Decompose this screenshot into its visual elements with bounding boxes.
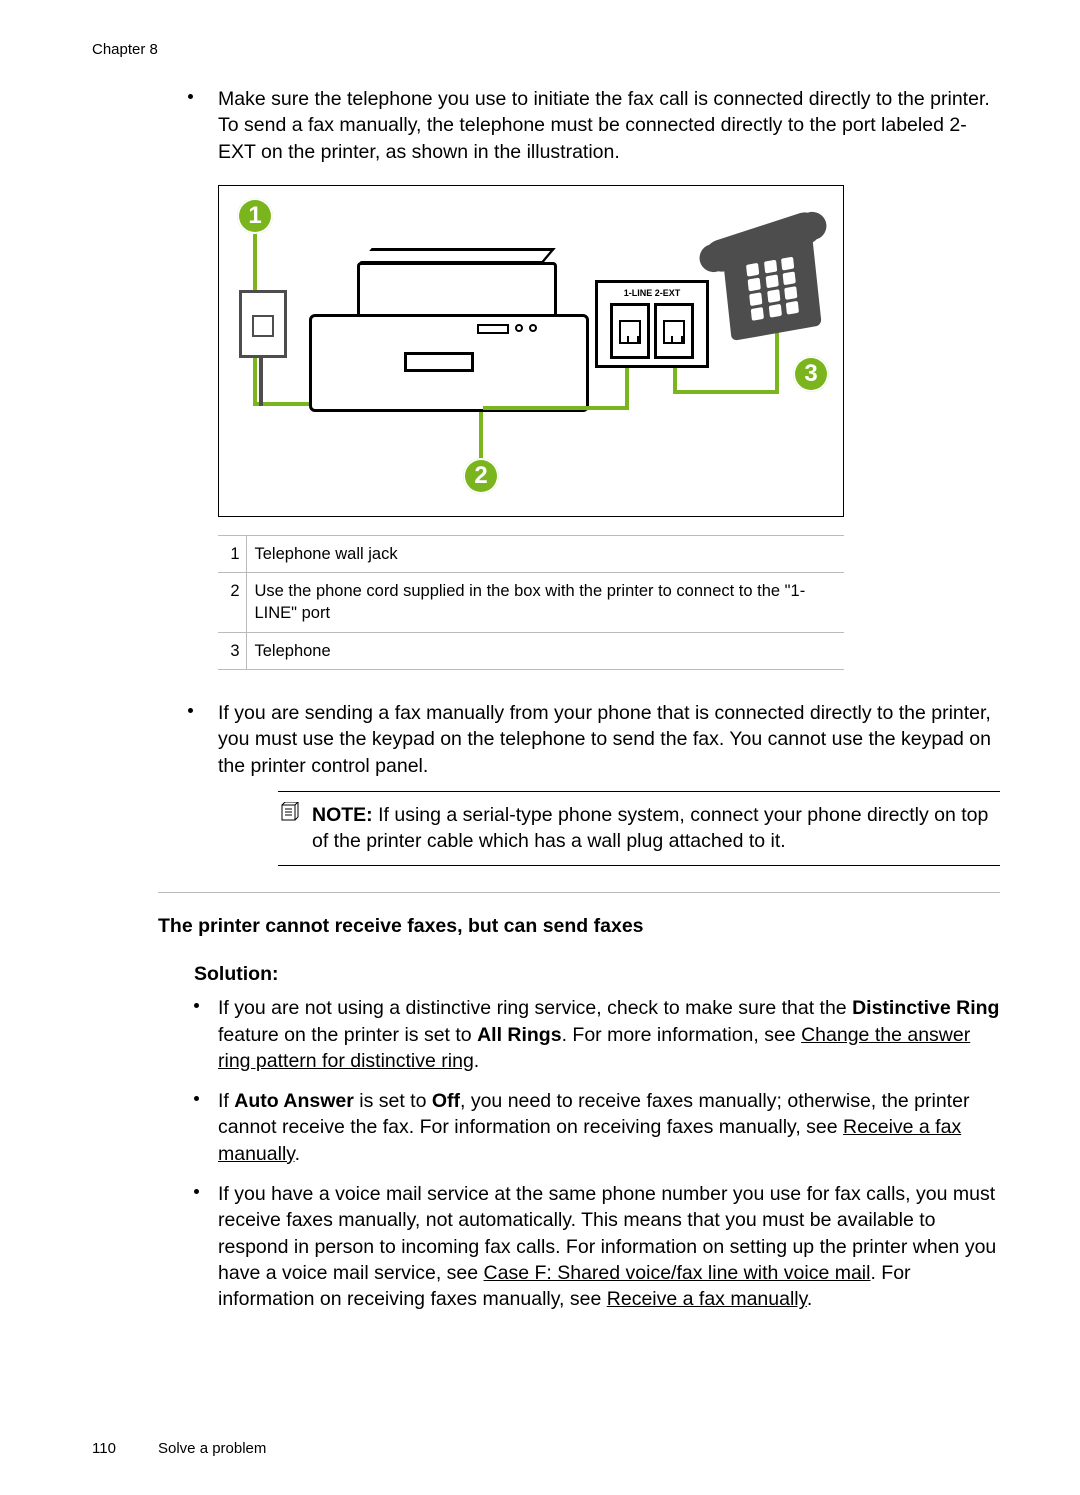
table-row: 2 Use the phone cord supplied in the box…: [218, 573, 844, 633]
text-fragment: is set to: [354, 1090, 432, 1112]
text-bold: Off: [432, 1090, 460, 1112]
main-content: Make sure the telephone you use to initi…: [158, 86, 1000, 1327]
callout-3-icon: 3: [793, 356, 829, 392]
table-row: 3 Telephone: [218, 632, 844, 669]
solution-item: If you are not using a distinctive ring …: [194, 995, 1000, 1074]
text-fragment: . For more information, see: [562, 1024, 802, 1046]
intro-text: Make sure the telephone you use to initi…: [218, 88, 990, 163]
text-fragment: feature on the printer is set to: [218, 1024, 477, 1046]
solution-block: Solution: If you are not using a distinc…: [158, 961, 1000, 1313]
note-text: If using a serial-type phone system, con…: [312, 804, 988, 852]
legend-num: 1: [218, 535, 246, 572]
legend-num: 3: [218, 632, 246, 669]
legend-table: 1 Telephone wall jack 2 Use the phone co…: [218, 535, 844, 670]
line-icon: [673, 368, 677, 392]
section-heading: The printer cannot receive faxes, but ca…: [158, 913, 1000, 939]
chapter-header: Chapter 8: [92, 40, 158, 60]
solution-heading: Solution:: [194, 961, 1000, 987]
callout-1-icon: 1: [237, 198, 273, 234]
table-row: 1 Telephone wall jack: [218, 535, 844, 572]
bullet-dot-icon: [188, 708, 193, 713]
page-number: 110: [92, 1439, 116, 1459]
text-fragment: .: [474, 1050, 479, 1072]
link-case-f-shared-line[interactable]: Case F: Shared voice/fax line with voice…: [484, 1262, 871, 1284]
text-bold: All Rings: [477, 1024, 562, 1046]
footer-title: Solve a problem: [158, 1439, 266, 1459]
bullet-dot-icon: [194, 1003, 199, 1008]
line-icon: [625, 368, 629, 408]
callout-2-icon: 2: [463, 458, 499, 494]
text-bold: Distinctive Ring: [852, 997, 999, 1019]
second-bullet-text: If you are sending a fax manually from y…: [218, 702, 991, 777]
text-fragment: If: [218, 1090, 234, 1112]
second-bullet: If you are sending a fax manually from y…: [158, 700, 1000, 866]
divider-icon: [158, 892, 1000, 893]
text-fragment: .: [295, 1143, 300, 1165]
connection-diagram: 1 1-LINE 2-EXT: [218, 185, 844, 517]
solution-item: If Auto Answer is set to Off, you need t…: [194, 1088, 1000, 1167]
legend-text: Use the phone cord supplied in the box w…: [246, 573, 844, 633]
bullet-dot-icon: [194, 1189, 199, 1194]
text-fragment: .: [807, 1288, 812, 1310]
bullet-dot-icon: [194, 1096, 199, 1101]
intro-bullet: Make sure the telephone you use to initi…: [158, 86, 1000, 165]
solution-item: If you have a voice mail service at the …: [194, 1181, 1000, 1313]
legend-num: 2: [218, 573, 246, 633]
note-label: NOTE:: [312, 804, 373, 826]
line-icon: [673, 390, 779, 394]
bullet-dot-icon: [188, 94, 193, 99]
port-label: 1-LINE 2-EXT: [598, 283, 706, 299]
telephone-icon: [705, 216, 833, 344]
legend-text: Telephone: [246, 632, 844, 669]
line-icon: [483, 406, 629, 410]
ports-box: 1-LINE 2-EXT: [595, 280, 709, 368]
note-icon: [279, 802, 299, 830]
walljack-icon: [239, 290, 287, 358]
note-box: NOTE: If using a serial-type phone syste…: [278, 791, 1000, 866]
link-receive-fax-manually[interactable]: Receive a fax manually: [607, 1288, 807, 1310]
printer-icon: [309, 262, 589, 412]
legend-text: Telephone wall jack: [246, 535, 844, 572]
text-fragment: If you are not using a distinctive ring …: [218, 997, 852, 1019]
text-bold: Auto Answer: [234, 1090, 354, 1112]
